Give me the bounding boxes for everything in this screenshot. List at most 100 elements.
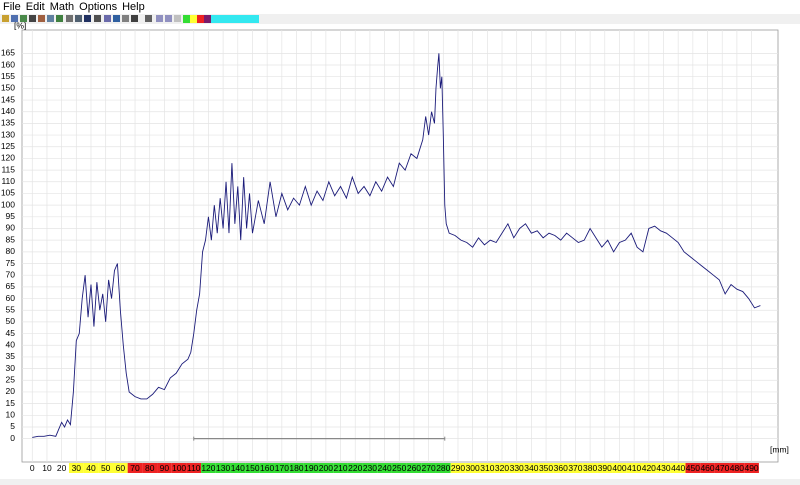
x-tick-label: 160 [260,463,274,473]
x-tick-band [553,463,569,473]
x-tick-band [406,463,422,473]
x-tick-band [729,463,745,473]
x-tick-label: 250 [392,463,406,473]
x-tick-label: 90 [160,463,170,473]
x-tick-band [68,463,84,473]
x-tick-label: 110 [187,463,201,473]
x-tick-band [245,463,260,473]
y-tick-label: 115 [1,164,15,174]
x-tick-label: 430 [656,463,670,473]
x-tick-band [303,463,319,473]
y-tick-label: 95 [6,211,16,221]
x-tick-band [656,463,671,473]
x-tick-label: 420 [642,463,656,473]
x-tick-label: 40 [86,463,96,473]
y-tick-label: 50 [6,316,16,326]
x-tick-label: 280 [436,463,450,473]
x-tick-band [259,463,275,473]
menu-item[interactable]: Math [49,1,75,13]
x-tick-band [318,463,334,473]
x-tick-band [333,463,348,473]
x-tick-band [127,463,143,473]
y-tick-label: 100 [1,199,15,209]
toolbar [0,14,800,24]
y-tick-label: 130 [1,129,15,139]
x-tick-band [391,463,407,473]
x-tick-label: 20 [57,463,67,473]
x-tick-label: 150 [245,463,259,473]
x-tick-label: 400 [612,463,626,473]
y-tick-label: 45 [6,328,16,338]
x-tick-band [186,463,202,473]
x-tick-band [538,463,554,473]
x-tick-band [54,463,69,473]
y-tick-label: 80 [6,246,16,256]
toolbar-icons [2,15,259,23]
x-tick-band [494,463,510,473]
x-tick-label: 200 [319,463,333,473]
y-tick-label: 120 [1,153,15,163]
x-axis-label: [mm] [770,444,789,454]
x-tick-label: 330 [510,463,524,473]
x-tick-label: 140 [231,463,245,473]
y-tick-label: 165 [1,48,15,58]
x-tick-band [98,463,114,473]
menu-item[interactable]: Edit [25,1,45,13]
x-tick-label: 120 [201,463,215,473]
y-tick-label: 140 [1,106,15,116]
y-tick-label: 10 [6,410,16,420]
y-tick-label: 90 [6,223,16,233]
x-tick-band [157,463,172,473]
y-tick-label: 160 [1,59,15,69]
x-tick-label: 410 [627,463,641,473]
x-tick-band [700,463,715,473]
x-tick-label: 30 [72,463,82,473]
x-tick-band [24,463,40,473]
y-tick-label: 65 [6,281,16,291]
x-tick-label: 270 [422,463,436,473]
y-tick-label: 25 [6,375,16,385]
x-tick-band [641,463,657,473]
y-tick-label: 60 [6,293,16,303]
y-tick-label: 15 [6,398,16,408]
x-tick-label: 260 [407,463,421,473]
x-tick-band [685,463,701,473]
y-tick-label: 135 [1,118,15,128]
x-tick-label: 390 [598,463,612,473]
x-tick-band [274,463,290,473]
x-tick-band [524,463,539,473]
x-tick-label: 440 [671,463,685,473]
x-tick-band [289,463,304,473]
x-tick-band [744,463,759,473]
x-tick-label: 170 [275,463,289,473]
menu-item[interactable]: File [3,1,21,13]
x-tick-band [113,463,128,473]
y-tick-label: 70 [6,269,16,279]
x-tick-label: 310 [480,463,494,473]
tool-buttons[interactable] [2,15,259,23]
x-tick-band [142,463,158,473]
plot-area [21,29,779,463]
x-tick-band [377,463,392,473]
x-tick-band [465,463,481,473]
x-tick-label: 10 [42,463,52,473]
x-tick-band [450,463,466,473]
x-tick-label: 300 [466,463,480,473]
x-tick-label: 190 [304,463,318,473]
x-tick-band [435,463,451,473]
x-tick-label: 0 [30,463,35,473]
y-tick-label: 85 [6,234,16,244]
menu-item[interactable]: Options [79,1,118,13]
y-tick-label: 155 [1,71,15,81]
x-tick-label: 130 [216,463,230,473]
x-tick-label: 240 [377,463,391,473]
x-tick-label: 220 [348,463,362,473]
x-tick-label: 340 [524,463,538,473]
series-line [32,53,761,438]
menu-item[interactable]: Help [122,1,145,13]
x-tick-band [670,463,686,473]
x-tick-label: 320 [495,463,509,473]
x-tick-label: 350 [539,463,553,473]
x-tick-label: 460 [700,463,714,473]
